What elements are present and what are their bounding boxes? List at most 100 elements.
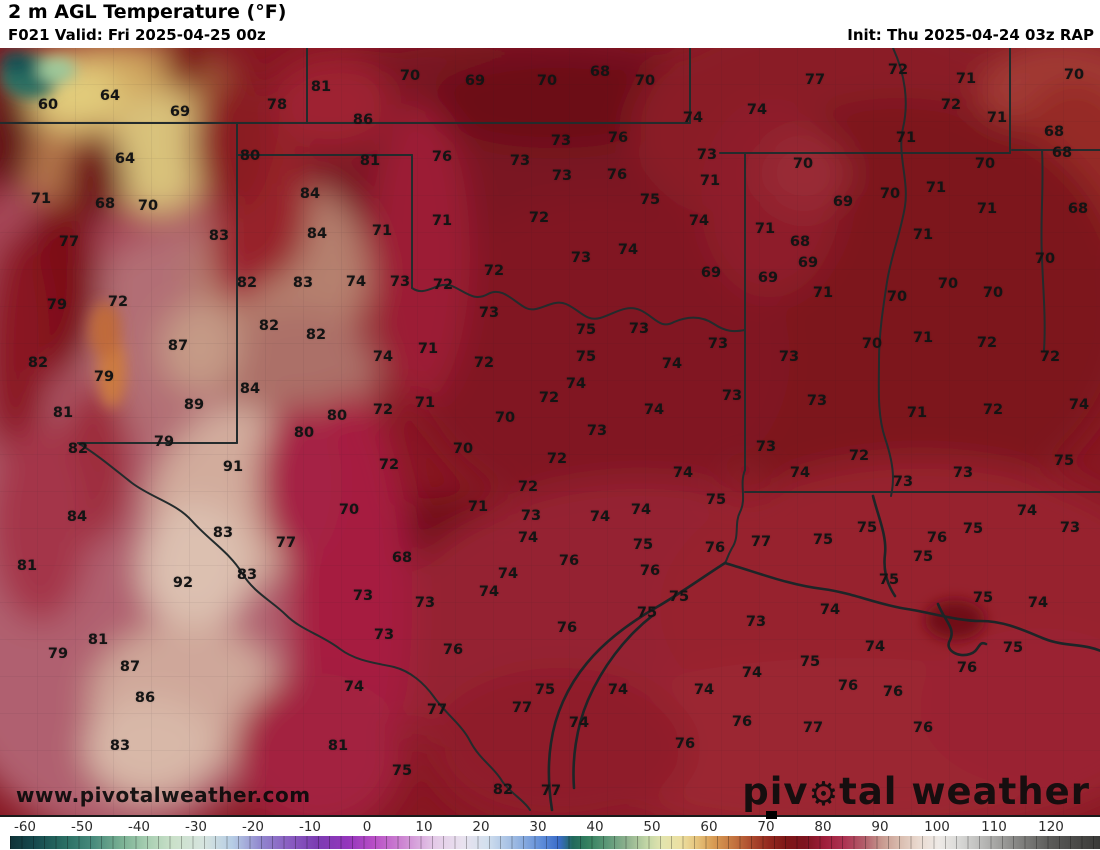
temp-label: 74	[343, 679, 365, 695]
colorbar-tick: -40	[127, 819, 151, 835]
temp-label: 70	[982, 285, 1004, 301]
temp-label: 75	[972, 590, 994, 606]
colorbar-tick: 50	[643, 819, 661, 835]
temp-label: 81	[16, 558, 38, 574]
temp-label: 72	[976, 335, 998, 351]
temp-label: 74	[1016, 503, 1038, 519]
temp-label: 68	[1067, 201, 1089, 217]
temp-label: 70	[861, 336, 883, 352]
temp-label: 74	[789, 465, 811, 481]
temp-label: 74	[630, 502, 652, 518]
temp-label: 74	[517, 530, 539, 546]
temp-label: 71	[431, 213, 453, 229]
temp-label: 73	[414, 595, 436, 611]
colorbar-tick: 120	[1038, 819, 1064, 835]
temp-label: 77	[426, 702, 448, 718]
temperature-map[interactable]: 70 69 70 68 70 77 72 71 70 60 64 69 78 81 86 74 74 72 71 64…	[0, 48, 1100, 815]
pivotal-weather-logo: piv⚙tal weather	[742, 770, 1090, 813]
temp-label: 68	[789, 234, 811, 250]
colorbar-marker	[766, 811, 777, 819]
temp-label: 74	[497, 566, 519, 582]
temp-label: 74	[643, 402, 665, 418]
temp-label: 74	[607, 682, 629, 698]
temp-label: 73	[352, 588, 374, 604]
temp-label: 69	[757, 270, 779, 286]
temp-label: 71	[986, 110, 1008, 126]
temp-label: 68	[1043, 124, 1065, 140]
temp-label: 73	[509, 153, 531, 169]
temp-label: 71	[812, 285, 834, 301]
temp-label: 76	[606, 167, 628, 183]
colorbar-tick: 70	[757, 819, 775, 835]
temp-label: 74	[661, 356, 683, 372]
temp-label: 75	[1002, 640, 1024, 656]
temp-label: 72	[940, 97, 962, 113]
map-field	[0, 48, 1100, 815]
temp-label: 73	[892, 474, 914, 490]
temp-label: 74	[864, 639, 886, 655]
temp-label: 74	[568, 715, 590, 731]
temp-label: 83	[236, 567, 258, 583]
temp-label: 73	[520, 508, 542, 524]
temp-label: 72	[528, 210, 550, 226]
temp-label: 73	[952, 465, 974, 481]
temp-label: 76	[882, 684, 904, 700]
temp-label: 76	[556, 620, 578, 636]
temp-label: 83	[212, 525, 234, 541]
temp-label: 82	[258, 318, 280, 334]
temp-label: 72	[848, 448, 870, 464]
temp-label: 70	[1034, 251, 1056, 267]
colorbar-tick: -50	[70, 819, 94, 835]
temp-label: 71	[912, 227, 934, 243]
temp-label: 75	[575, 322, 597, 338]
temp-label: 69	[700, 265, 722, 281]
temp-label: 70	[974, 156, 996, 172]
temp-label: 81	[310, 79, 332, 95]
temp-label: 71	[906, 405, 928, 421]
temp-label: 77	[511, 700, 533, 716]
colorbar-tick: 90	[871, 819, 889, 835]
temp-label: 87	[167, 338, 189, 354]
temp-label: 69	[832, 194, 854, 210]
temp-label: 75	[1053, 453, 1075, 469]
temp-label: 75	[639, 192, 661, 208]
state-borders	[0, 48, 1100, 811]
valid-time-label: F021 Valid: Fri 2025-04-25 00z	[8, 26, 266, 44]
colorbar-tick: 30	[529, 819, 547, 835]
temp-label: 73	[806, 393, 828, 409]
temp-label: 76	[607, 130, 629, 146]
temp-label: 74	[372, 349, 394, 365]
temp-label: 82	[67, 441, 89, 457]
temp-label: 72	[517, 479, 539, 495]
colorbar-tick: 110	[981, 819, 1007, 835]
temp-label: 75	[534, 682, 556, 698]
temp-label: 60	[37, 97, 59, 113]
temp-label: 68	[1051, 145, 1073, 161]
temp-label: 76	[558, 553, 580, 569]
logo-text-left: piv	[742, 770, 809, 813]
coastline	[547, 494, 1100, 812]
header-bar: 2 m AGL Temperature (°F) F021 Valid: Fri…	[0, 0, 1100, 48]
color-scale: -60 -50 -40 -30 -20 -10 0 10 20 30 40 50 60 70 80 90 100…	[0, 811, 1100, 850]
temp-label: 77	[540, 783, 562, 799]
temp-label: 75	[668, 589, 690, 605]
temp-label: 81	[359, 153, 381, 169]
colorbar-tick: -20	[241, 819, 265, 835]
temp-label: 75	[799, 654, 821, 670]
temp-label: 71	[955, 71, 977, 87]
temp-label: 70	[879, 186, 901, 202]
temp-label: 74	[688, 213, 710, 229]
gear-icon: ⚙	[808, 774, 840, 813]
temp-label: 77	[58, 234, 80, 250]
temp-label: 74	[693, 682, 715, 698]
temp-label: 71	[699, 173, 721, 189]
temp-label: 83	[292, 275, 314, 291]
temp-label: 72	[378, 457, 400, 473]
init-time-label: Init: Thu 2025-04-24 03z RAP	[847, 26, 1094, 44]
temp-label: 73	[721, 388, 743, 404]
temp-label: 70	[399, 68, 421, 84]
temp-label: 71	[30, 191, 52, 207]
temp-label: 64	[99, 88, 121, 104]
temp-label: 74	[672, 465, 694, 481]
temp-label: 72	[887, 62, 909, 78]
